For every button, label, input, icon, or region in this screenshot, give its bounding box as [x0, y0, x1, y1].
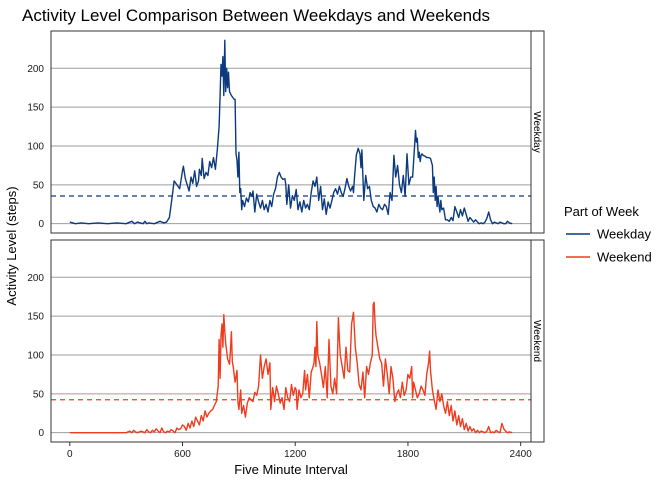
panel-weekend: 0 50 100 150 200 Weekend: [27, 239, 545, 443]
y-tick-label: 50: [33, 389, 45, 400]
legend-label-weekend: Weekend: [597, 250, 652, 265]
x-tick-label: 600: [174, 449, 191, 460]
y-tick-label: 200: [27, 64, 44, 75]
y-tick-label: 150: [27, 103, 44, 114]
strip-weekday: [530, 30, 545, 234]
y-tick-label: 100: [27, 141, 44, 152]
y-tick-label: 150: [27, 312, 44, 323]
panel-border: [50, 239, 532, 443]
y-tick-label: 100: [27, 350, 44, 361]
series-line-weekday: [69, 39, 513, 225]
strip-label-weekend: Weekend: [531, 320, 542, 362]
series-line-weekend: [69, 301, 513, 434]
x-tick-label: 1800: [397, 449, 420, 460]
y-axis-title: Activity Level (steps): [4, 186, 19, 305]
x-axis-title: Five Minute Interval: [234, 462, 348, 477]
y-tick-label: 0: [38, 219, 44, 230]
x-tick-label: 1200: [284, 449, 307, 460]
y-tick-label: 200: [27, 273, 44, 284]
y-tick-label: 50: [33, 180, 45, 191]
chart-title: Activity Level Comparison Between Weekda…: [22, 6, 490, 25]
legend-title: Part of Week: [564, 204, 639, 219]
y-tick-label: 0: [38, 428, 44, 439]
legend-label-weekday: Weekday: [597, 227, 651, 242]
strip-label-weekday: Weekday: [531, 111, 542, 153]
x-tick-label: 2400: [510, 449, 533, 460]
panel-weekday: 0 50 100 150 200 Weekday: [27, 30, 545, 234]
strip-weekend: [530, 239, 545, 443]
x-tick-label: 0: [67, 449, 73, 460]
legend: Part of Week Weekday Weekend: [564, 204, 652, 265]
